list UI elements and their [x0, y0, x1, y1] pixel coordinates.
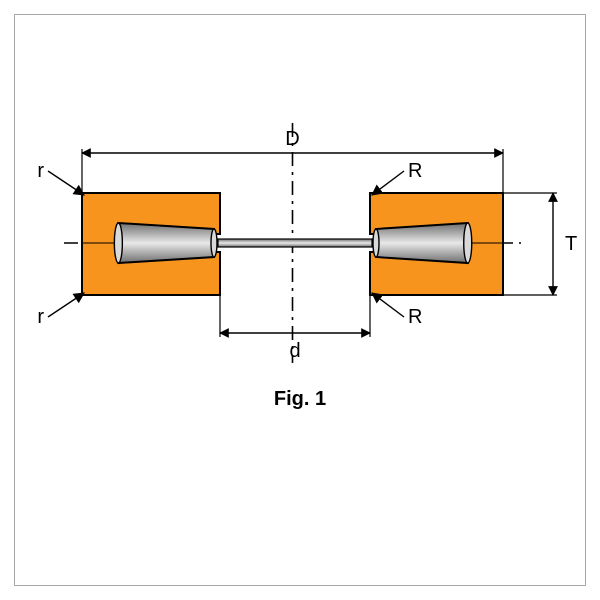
- figure-caption: Fig. 1: [0, 388, 600, 411]
- diagram-frame: [14, 14, 586, 586]
